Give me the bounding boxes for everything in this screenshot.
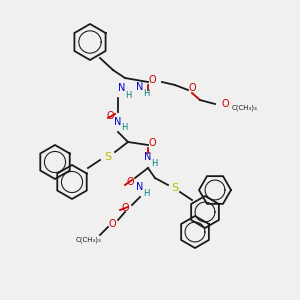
Text: C(CH₃)₃: C(CH₃)₃ bbox=[75, 237, 101, 243]
Text: C(CH₃)₃: C(CH₃)₃ bbox=[232, 105, 258, 111]
Text: N: N bbox=[118, 83, 126, 93]
Text: O: O bbox=[106, 111, 114, 121]
Text: N: N bbox=[144, 152, 152, 162]
Text: H: H bbox=[121, 124, 127, 133]
Text: O: O bbox=[188, 83, 196, 93]
Text: O: O bbox=[108, 219, 116, 229]
Text: H: H bbox=[125, 91, 131, 100]
Text: N: N bbox=[136, 82, 144, 92]
Text: O: O bbox=[126, 177, 134, 187]
Text: O: O bbox=[121, 203, 129, 213]
Text: O: O bbox=[148, 138, 156, 148]
Text: O: O bbox=[148, 75, 156, 85]
Text: N: N bbox=[136, 182, 144, 192]
Text: S: S bbox=[104, 152, 112, 162]
Text: H: H bbox=[143, 188, 149, 197]
Text: H: H bbox=[143, 88, 149, 98]
Text: O: O bbox=[221, 99, 229, 109]
Text: S: S bbox=[171, 183, 178, 193]
Text: N: N bbox=[114, 117, 122, 127]
Text: H: H bbox=[151, 158, 157, 167]
